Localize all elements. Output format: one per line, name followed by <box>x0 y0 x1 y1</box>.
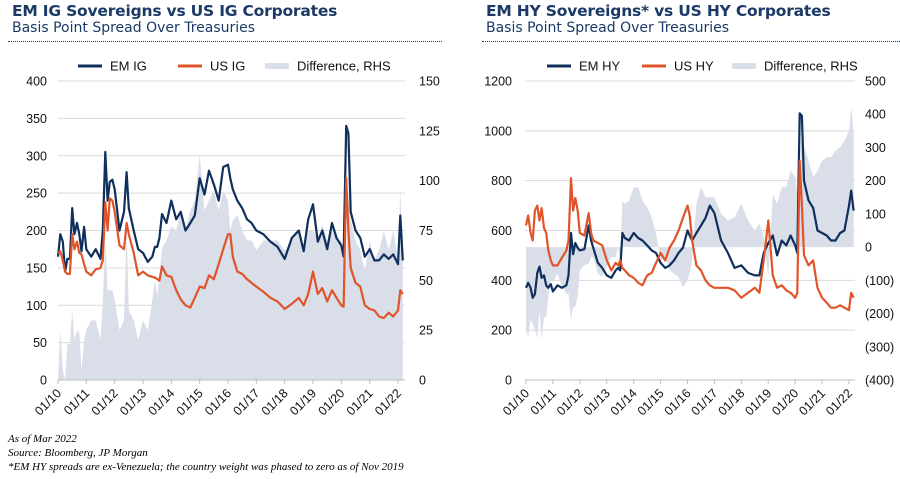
x-tick-label: 01/18 <box>259 386 291 418</box>
y-tick-label-right: 200 <box>865 174 886 188</box>
y-tick-label-left: 400 <box>491 274 512 288</box>
x-tick-label: 01/21 <box>796 386 828 418</box>
x-tick-label: 01/14 <box>608 386 640 418</box>
legend-label: US HY <box>674 59 714 74</box>
x-tick-label: 01/19 <box>742 386 774 418</box>
x-tick-label: 01/16 <box>202 386 234 418</box>
x-tick-label: 01/12 <box>89 386 121 418</box>
legend-label: US IG <box>210 59 245 74</box>
y-tick-label-left: 100 <box>26 299 47 313</box>
x-tick-label: 01/10 <box>32 386 64 418</box>
legend-label: Difference, RHS <box>764 59 858 74</box>
y-tick-label-right: 400 <box>865 108 886 122</box>
y-tick-label-right: 0 <box>419 374 426 388</box>
chart-subtitle: Basis Point Spread Over Treasuries <box>12 20 256 36</box>
y-tick-label-left: 250 <box>26 187 47 201</box>
y-tick-label-left: 200 <box>26 224 47 238</box>
y-tick-label-left: 0 <box>505 374 512 388</box>
chart-subtitle: Basis Point Spread Over Treasuries <box>486 20 730 36</box>
y-tick-label-right: (200) <box>865 307 894 321</box>
footnote-venezuela: *EM HY spreads are ex-Venezuela; the cou… <box>8 461 404 473</box>
title-divider <box>8 41 442 42</box>
y-tick-label-left: 0 <box>40 374 47 388</box>
footnote-source: Source: Bloomberg, JP Morgan <box>8 447 148 459</box>
chart-title: EM IG Sovereigns vs US IG Corporates <box>12 2 338 20</box>
y-tick-label-right: 75 <box>419 224 433 238</box>
em-series-line <box>524 112 855 299</box>
y-tick-label-right: (300) <box>865 340 894 354</box>
em-series-line <box>56 124 404 273</box>
y-tick-label-right: 125 <box>419 124 440 138</box>
x-tick-label: 01/22 <box>372 386 404 418</box>
x-tick-label: 01/20 <box>769 386 801 418</box>
y-tick-label-right: 50 <box>419 274 433 288</box>
x-tick-label: 01/12 <box>554 386 586 418</box>
x-tick-label: 01/15 <box>174 386 206 418</box>
y-tick-label-right: 300 <box>865 141 886 155</box>
difference-area <box>526 107 854 341</box>
y-tick-label-right: 0 <box>865 241 872 255</box>
x-tick-label: 01/22 <box>823 386 855 418</box>
x-tick-label: 01/13 <box>117 386 149 418</box>
y-tick-label-right: 100 <box>865 207 886 221</box>
y-tick-label-left: 400 <box>26 75 47 89</box>
chart-em-hy: 01/1001/1101/1201/1301/1401/1501/1601/17… <box>484 59 894 419</box>
y-tick-label-right: (400) <box>865 374 894 388</box>
y-tick-label-right: 25 <box>419 324 433 338</box>
y-tick-label-left: 50 <box>33 336 47 350</box>
y-tick-label-left: 300 <box>26 149 47 163</box>
y-tick-label-left: 150 <box>26 261 47 275</box>
x-tick-label: 01/10 <box>500 386 532 418</box>
y-tick-label-right: 500 <box>865 75 886 89</box>
x-tick-label: 01/11 <box>61 386 92 417</box>
footnote-date: As of Mar 2022 <box>8 433 77 445</box>
legend-label: EM HY <box>579 59 621 74</box>
x-tick-label: 01/11 <box>528 386 559 417</box>
x-tick-label: 01/16 <box>662 386 694 418</box>
x-tick-label: 01/18 <box>715 386 747 418</box>
legend-label: Difference, RHS <box>297 59 391 74</box>
y-tick-label-left: 1000 <box>484 124 512 138</box>
y-tick-label-left: 600 <box>491 224 512 238</box>
y-tick-label-right: (100) <box>865 274 894 288</box>
chart-em-ig: 01/1001/1101/1201/1301/1401/1501/1601/17… <box>26 59 440 419</box>
us-series-line <box>524 159 855 312</box>
y-tick-label-left: 800 <box>491 174 512 188</box>
x-tick-label: 01/17 <box>230 386 262 418</box>
us-series-line <box>57 177 404 320</box>
x-tick-label: 01/15 <box>635 386 667 418</box>
x-tick-label: 01/21 <box>344 386 376 418</box>
y-tick-label-right: 100 <box>419 174 440 188</box>
y-tick-label-left: 1200 <box>484 75 512 89</box>
x-tick-label: 01/13 <box>581 386 613 418</box>
x-tick-label: 01/20 <box>315 386 347 418</box>
title-divider <box>482 41 900 42</box>
difference-area <box>58 154 403 380</box>
y-tick-label-left: 350 <box>26 112 47 126</box>
x-tick-label: 01/14 <box>145 386 177 418</box>
x-tick-label: 01/19 <box>287 386 319 418</box>
x-tick-label: 01/17 <box>689 386 721 418</box>
y-tick-label-left: 200 <box>491 324 512 338</box>
legend-label: EM IG <box>110 59 147 74</box>
footnotes: As of Mar 2022 Source: Bloomberg, JP Mor… <box>8 432 404 474</box>
chart-title: EM HY Sovereigns* vs US HY Corporates <box>486 2 831 20</box>
y-tick-label-right: 150 <box>419 75 440 89</box>
